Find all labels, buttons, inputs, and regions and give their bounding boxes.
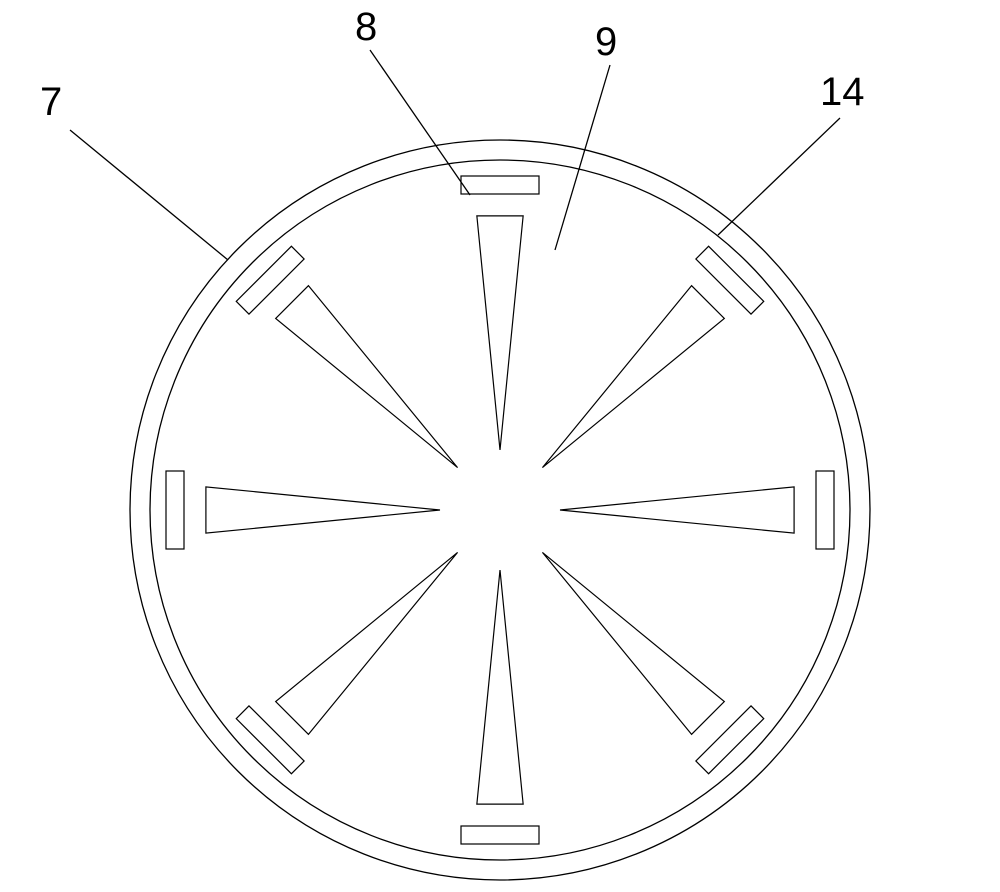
callout-label: 14 bbox=[820, 70, 865, 114]
radial-wedge bbox=[477, 216, 523, 450]
outer-circle bbox=[130, 140, 870, 880]
callout-label: 9 bbox=[595, 20, 617, 64]
technical-diagram: 7 8 9 14 bbox=[0, 0, 1000, 892]
perimeter-slot bbox=[236, 706, 304, 774]
radial-wedge bbox=[276, 286, 458, 468]
perimeter-slot bbox=[696, 246, 764, 314]
perimeter-slot bbox=[816, 471, 834, 549]
radial-wedge bbox=[542, 552, 724, 734]
callout-label: 8 bbox=[355, 5, 377, 49]
perimeter-slot bbox=[166, 471, 184, 549]
inner-circle bbox=[150, 160, 850, 860]
perimeter-slot bbox=[461, 826, 539, 844]
leader-line bbox=[70, 130, 228, 260]
radial-wedge bbox=[206, 487, 440, 533]
leader-line bbox=[555, 65, 610, 250]
perimeter-slot bbox=[461, 176, 539, 194]
perimeter-slot bbox=[696, 706, 764, 774]
leader-line bbox=[370, 50, 470, 195]
radial-wedge bbox=[560, 487, 794, 533]
radial-wedge bbox=[276, 552, 458, 734]
radial-wedge bbox=[542, 286, 724, 468]
callout-label: 7 bbox=[40, 80, 62, 124]
perimeter-slot bbox=[236, 246, 304, 314]
radial-wedge bbox=[477, 570, 523, 804]
leader-line bbox=[718, 118, 840, 235]
